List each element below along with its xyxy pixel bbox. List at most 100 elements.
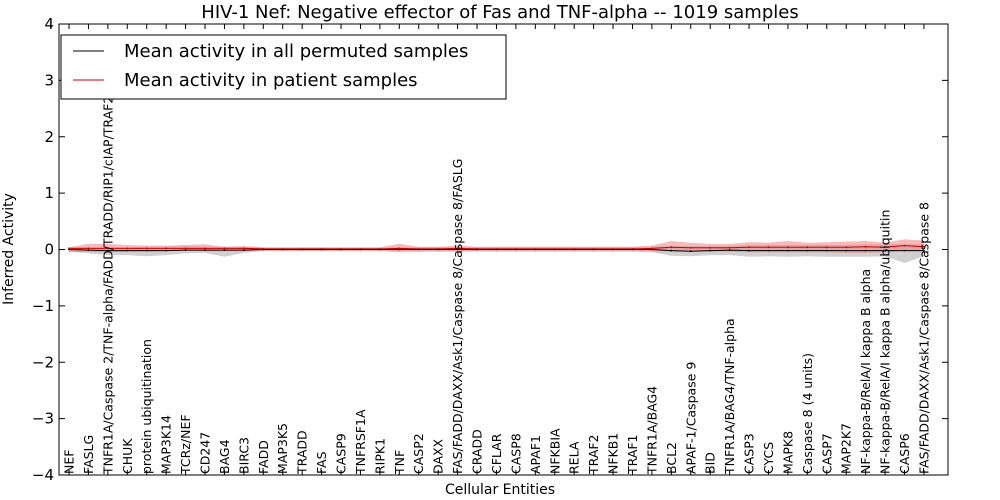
series-1-point (476, 248, 478, 250)
x-category-label: CRADD (470, 429, 485, 474)
series-1-point (864, 245, 867, 248)
x-category-label: BID (703, 452, 718, 474)
series-0-point (243, 249, 245, 252)
series-1-point (689, 246, 692, 249)
x-category-label: NEF (62, 450, 77, 474)
series-0-point (884, 249, 886, 252)
x-category-label: FASLG (81, 435, 96, 474)
series-0-point (767, 249, 770, 252)
legend: Mean activity in all permuted samples Mea… (60, 34, 507, 100)
series-1-point (417, 248, 420, 250)
x-category-label: TRAF1 (625, 434, 640, 475)
x-axis-label: Cellular Entities (445, 482, 555, 498)
series-1-point (68, 247, 70, 250)
x-category-label: RIPK1 (372, 438, 387, 474)
y-tick-label: 4 (44, 15, 54, 33)
x-category-labels: NEF FASLG TNFR1A/Caspase 2/TNF-alpha/FADD/… (62, 24, 931, 475)
x-category-label: CASP6 (897, 433, 912, 474)
series-0-point (787, 249, 789, 252)
x-category-label: protein ubiquitination (139, 339, 154, 474)
series-1-point (728, 246, 731, 249)
legend-label-1: Mean activity in patient samples (124, 70, 418, 91)
x-category-label: MAP3K5 (275, 423, 290, 474)
series-1-point (787, 246, 789, 249)
series-0-point (184, 249, 187, 252)
y-tick-label: −1 (32, 297, 54, 315)
series-1-point (379, 248, 381, 250)
y-tick-label: 1 (44, 184, 54, 202)
x-category-label: CHUK (120, 438, 135, 474)
series-0-point (864, 249, 867, 252)
series-0-point (107, 249, 109, 252)
series-1-point (437, 248, 440, 250)
series-1-point (553, 248, 556, 250)
y-tick-label: 3 (44, 71, 54, 89)
x-category-label: TNFR1A/Caspase 2/TNF-alpha/FADD/TRADD/RI… (100, 96, 115, 475)
y-axis-label: Inferred Activity (1, 193, 17, 305)
series-1-point (165, 247, 168, 250)
y-tick-label: −2 (32, 353, 54, 371)
series-1-point (767, 246, 770, 249)
series-1-point (87, 247, 90, 250)
x-category-label: BCL2 (664, 442, 679, 474)
series-0-point (223, 249, 226, 252)
x-category-label: CYCS (761, 442, 776, 474)
series-1-point (825, 246, 828, 249)
series-1-point (184, 247, 187, 250)
series-0-point (748, 249, 750, 252)
y-tick-label: 2 (44, 128, 54, 146)
series-1-point (262, 248, 265, 250)
x-category-label: CD247 (198, 432, 213, 474)
series-0-point (709, 249, 712, 252)
series-1-point (223, 247, 226, 250)
series-1-point (573, 248, 576, 250)
series-1-point (515, 248, 517, 250)
x-category-label: TNF (392, 450, 407, 475)
series-1-point (748, 246, 750, 249)
x-category-label: MAPK8 (780, 431, 795, 474)
x-category-label: TNFRSF1A (353, 409, 368, 475)
chart-title: HIV-1 Nef: Negative effector of Fas and … (201, 2, 798, 23)
series-lines (68, 244, 925, 253)
series-1-point (107, 247, 109, 250)
series-1-point (340, 248, 342, 250)
series-1-point (495, 248, 498, 250)
series-0-point (728, 249, 731, 252)
series-1-point (923, 245, 925, 248)
x-category-label: FAS/FADD/DAXX/Ask1/Caspase 8/Caspase 8 (916, 202, 931, 474)
x-category-label: TCRz/NEF (178, 414, 193, 475)
series-0-point (126, 249, 129, 252)
y-axis-ticks: −4 −3 −2 −1 0 1 2 3 4 (32, 15, 948, 484)
x-category-label: FADD (256, 440, 271, 474)
x-category-label: NF-kappa-B/RelA/I kappa B alpha/ubiquiti… (878, 210, 893, 474)
legend-label-0: Mean activity in all permuted samples (124, 41, 468, 62)
series-0-point (165, 249, 168, 252)
series-0-point (845, 249, 848, 252)
x-category-label: NFKBIA (547, 428, 562, 474)
y-tick-label: −4 (32, 466, 54, 484)
x-category-label: CASP8 (508, 433, 523, 474)
series-1-point (903, 244, 906, 247)
x-category-label: NF-kappa-B/RelA/I kappa B alpha (858, 269, 873, 474)
series-1-point (709, 246, 712, 249)
series-0-point (923, 249, 925, 252)
x-category-label: FAS/FADD/DAXX/Ask1/Caspase 8/Caspase 8/F… (450, 159, 465, 474)
x-category-label: TNFR1A/BAG4 (644, 386, 659, 475)
series-0-point (806, 249, 809, 252)
confidence-bands (69, 239, 924, 263)
series-1-point (398, 247, 401, 250)
series-0-point (903, 249, 906, 252)
series-1-point (670, 246, 673, 249)
series-1-point (359, 248, 362, 250)
x-category-label: FAS (314, 451, 329, 474)
x-category-label: RELA (567, 441, 582, 474)
x-category-label: NFKB1 (606, 433, 621, 474)
x-category-label: TRADD (295, 430, 310, 475)
x-category-label: CFLAR (489, 433, 504, 474)
series-1-point (320, 248, 323, 250)
x-category-label: APAF-1/Caspase 9 (683, 362, 698, 474)
x-category-label: BIRC3 (236, 437, 251, 474)
series-1-point (612, 248, 614, 250)
series-1-point (534, 248, 537, 250)
series-0-point (670, 249, 673, 252)
